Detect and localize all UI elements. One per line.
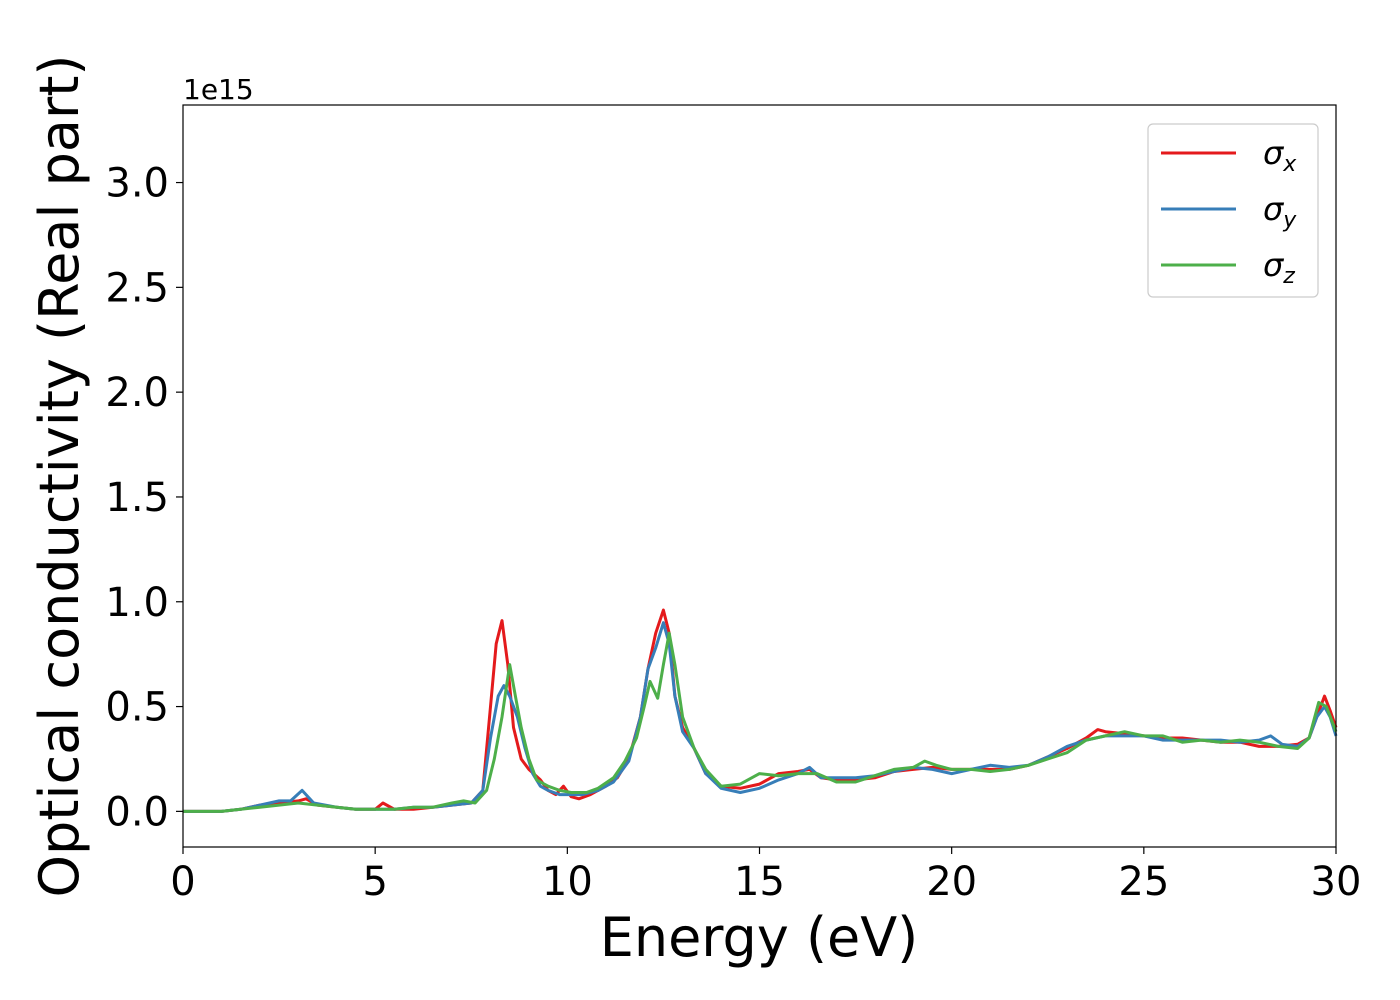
x-tick-label: 20 (926, 859, 977, 905)
x-axis: 0 5 10 15 20 25 30 (170, 847, 1361, 905)
y-tick-label: 1.5 (105, 475, 169, 521)
y-axis: 0.0 0.5 1.0 1.5 2.0 2.5 3.0 (105, 161, 183, 835)
x-axis-title: Energy (eV) (600, 906, 919, 969)
legend-label-z: σz (1263, 246, 1295, 289)
y-tick-label: 1.0 (105, 580, 169, 626)
y-tick-label: 3.0 (105, 161, 169, 207)
y-tick-label: 0.0 (105, 789, 169, 835)
y-axis-title: Optical conductivity (Real part) (28, 55, 91, 898)
y-tick-label: 2.5 (105, 265, 169, 311)
x-tick-label: 25 (1118, 859, 1169, 905)
y-offset-label: 1e15 (183, 73, 254, 106)
x-tick-label: 0 (170, 859, 195, 905)
legend: σx σy σz (1147, 123, 1319, 298)
series-line-z (183, 631, 1338, 813)
series-layer (183, 608, 1338, 813)
y-tick-label: 0.5 (105, 685, 169, 731)
x-tick-label: 15 (734, 859, 785, 905)
legend-label-x: σx (1263, 134, 1297, 177)
x-tick-label: 30 (1311, 859, 1362, 905)
legend-label-y: σy (1263, 190, 1297, 233)
y-tick-label: 2.0 (105, 370, 169, 416)
plot-background (183, 105, 1336, 847)
x-tick-label: 10 (542, 859, 593, 905)
x-tick-label: 5 (362, 859, 387, 905)
